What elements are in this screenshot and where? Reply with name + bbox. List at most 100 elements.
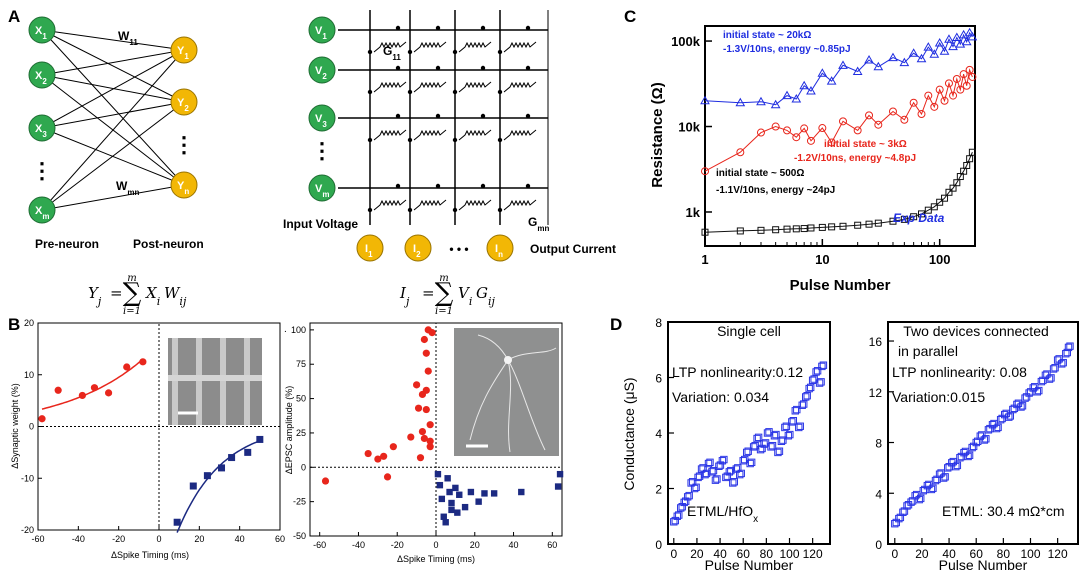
x-tick-label: 60 xyxy=(737,547,751,561)
circle-marker xyxy=(701,167,709,176)
y-tick-label: 20 xyxy=(24,318,34,328)
circle-marker xyxy=(800,124,809,133)
x-tick-label: 40 xyxy=(713,547,727,561)
circle-marker xyxy=(756,128,765,137)
depression-point xyxy=(452,484,459,492)
x-tick-label: 20 xyxy=(470,540,480,550)
x-tick-label: 60 xyxy=(970,547,984,561)
x-tick-label: -20 xyxy=(112,534,125,544)
circle-marker xyxy=(930,102,939,111)
potentiation-point xyxy=(420,335,428,344)
triangle-marker xyxy=(817,68,828,77)
x-tick-label: -60 xyxy=(313,540,326,550)
conductance-marker xyxy=(727,466,735,475)
memristor-junction xyxy=(497,137,503,143)
conductance-marker xyxy=(1033,388,1041,396)
conductance-marker xyxy=(911,492,919,500)
equation-right-sum-top: m xyxy=(439,273,448,284)
current-node xyxy=(404,234,432,262)
potentiation-point xyxy=(123,363,131,371)
conductance-marker xyxy=(969,442,978,451)
memristor-junction xyxy=(367,207,373,213)
memristor-node xyxy=(435,65,441,71)
memristor-junction xyxy=(497,49,503,55)
conductance-marker xyxy=(685,491,693,500)
panel-letter-c: C xyxy=(624,7,636,26)
equation-right-rhs-sub: i xyxy=(469,295,473,308)
triangle-marker xyxy=(899,57,910,67)
stdp-weight-chart: -60 -40 -20 0 20 40 60 20 10 0 -10 -20 ΔSpike Timing… xyxy=(10,318,285,560)
circle-marker xyxy=(853,126,862,135)
current-label-sub: n xyxy=(498,250,503,259)
post-neuron-node xyxy=(170,36,198,64)
x-axis-label: ΔSpike Timing (ms) xyxy=(397,554,475,564)
x-tick-label: 20 xyxy=(915,547,929,561)
circle-marker xyxy=(924,91,933,100)
ltp-nonlinearity-label: LTP nonlinearity: 0.08 xyxy=(892,364,1027,380)
variation-label: Variation: 0.034 xyxy=(672,389,769,405)
pre-neuron-label-sub: 2 xyxy=(42,77,47,86)
circle-marker xyxy=(959,70,968,79)
material-label-sub: x xyxy=(753,514,758,525)
conductance-marker xyxy=(1022,393,1031,401)
square-marker xyxy=(757,226,765,234)
square-marker xyxy=(910,213,918,221)
memristor-node xyxy=(480,25,486,31)
conductance-marker xyxy=(772,430,780,439)
y-tick-label: 2 xyxy=(655,483,662,497)
conductance-marker xyxy=(791,407,799,415)
g11-label-sub: 11 xyxy=(392,53,401,62)
potentiation-point xyxy=(380,452,388,460)
memristor-node xyxy=(480,113,486,119)
conductance-marker xyxy=(711,476,720,484)
depression-point xyxy=(461,503,469,511)
triangle-marker xyxy=(939,46,950,55)
micrograph-electrode xyxy=(172,338,178,425)
y-tick-label: 16 xyxy=(869,335,883,349)
y-axis-label: Resistance (Ω) xyxy=(649,82,666,187)
y-tick-label: 0 xyxy=(655,538,662,552)
conductance-marker xyxy=(789,417,798,425)
conductance-marker xyxy=(742,448,751,457)
conductance-marker xyxy=(988,421,997,429)
triangle-marker xyxy=(838,60,848,69)
x-tick-label: 80 xyxy=(760,547,774,561)
circle-marker xyxy=(900,115,909,124)
conductance-marker xyxy=(765,428,773,436)
annotation-red-1: initial state ~ 3kΩ xyxy=(824,139,907,150)
potentiation-point xyxy=(420,434,428,443)
voltage-node xyxy=(308,56,336,84)
conductance-marker xyxy=(749,443,758,451)
conductance-marker xyxy=(1014,399,1023,407)
conductance-marker xyxy=(751,441,759,450)
conductance-marker xyxy=(939,474,948,482)
annotation-blue-2: -1.3V/10ns, energy ~0.85pJ xyxy=(723,44,851,55)
triangle-marker xyxy=(951,32,962,42)
post-neuron-node xyxy=(170,171,198,199)
triangle-marker xyxy=(948,41,958,51)
neuron-micrograph xyxy=(454,328,559,456)
triangle-marker xyxy=(916,53,927,63)
triangle-marker xyxy=(923,42,934,51)
circle-marker xyxy=(806,136,815,145)
conductance-marker xyxy=(919,487,927,495)
y-tick-label: 10 xyxy=(24,370,34,380)
circle-marker xyxy=(956,85,965,94)
synapse-line xyxy=(41,29,185,103)
equation-right-w-sub: ij xyxy=(488,295,496,308)
x-tick-label: 40 xyxy=(942,547,956,561)
depression-point xyxy=(475,498,482,505)
x-tick-label: 10 xyxy=(815,252,829,267)
current-label: In xyxy=(495,243,503,259)
depression-point xyxy=(454,509,461,516)
circle-marker xyxy=(940,96,949,105)
square-marker xyxy=(818,223,826,231)
potentiation-point xyxy=(407,433,415,441)
conductance-marker xyxy=(929,484,937,492)
triangle-marker xyxy=(958,29,969,39)
memristor-node xyxy=(435,25,441,31)
triangle-marker xyxy=(852,66,863,76)
